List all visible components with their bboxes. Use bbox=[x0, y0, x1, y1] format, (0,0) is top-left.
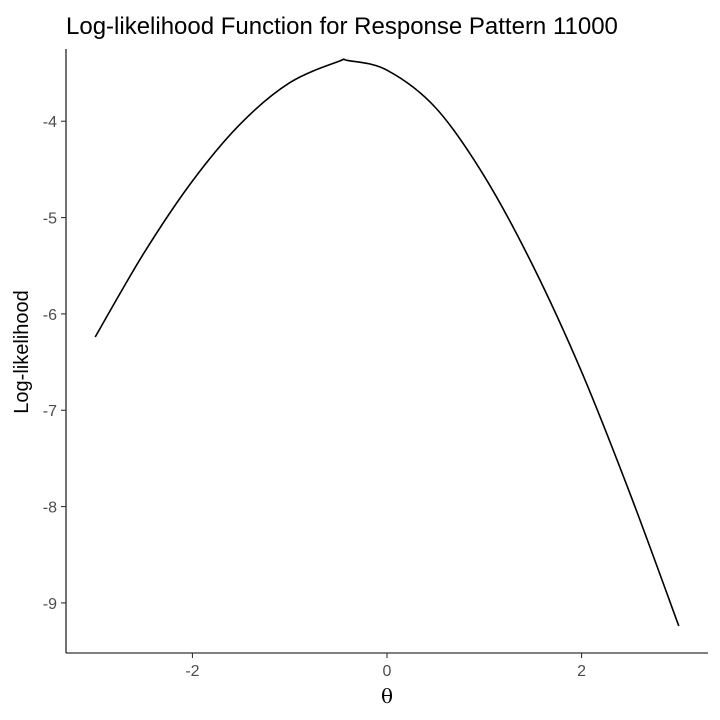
y-axis-title: Log-likelihood bbox=[11, 290, 33, 413]
y-tick-label: -4 bbox=[43, 114, 57, 131]
y-tick-label: -7 bbox=[43, 403, 57, 420]
x-tick-label: -2 bbox=[185, 663, 199, 680]
x-axis-ticks: -2 0 2 bbox=[185, 653, 586, 680]
y-axis-ticks: -4 -5 -6 -7 -8 -9 bbox=[43, 114, 66, 613]
y-tick-label: -6 bbox=[43, 307, 57, 324]
series-line bbox=[94, 58, 680, 627]
plot-area: -4 -5 -6 -7 -8 -9 -2 0 2 bbox=[43, 49, 708, 680]
x-tick-label: 0 bbox=[383, 663, 392, 680]
x-tick-label: 2 bbox=[577, 663, 586, 680]
x-axis-title: θ bbox=[381, 684, 393, 708]
y-tick-label: -8 bbox=[43, 500, 57, 517]
y-tick-label: -5 bbox=[43, 211, 57, 228]
chart-title: Log-likelihood Function for Response Pat… bbox=[66, 13, 618, 40]
y-tick-label: -9 bbox=[43, 596, 57, 613]
